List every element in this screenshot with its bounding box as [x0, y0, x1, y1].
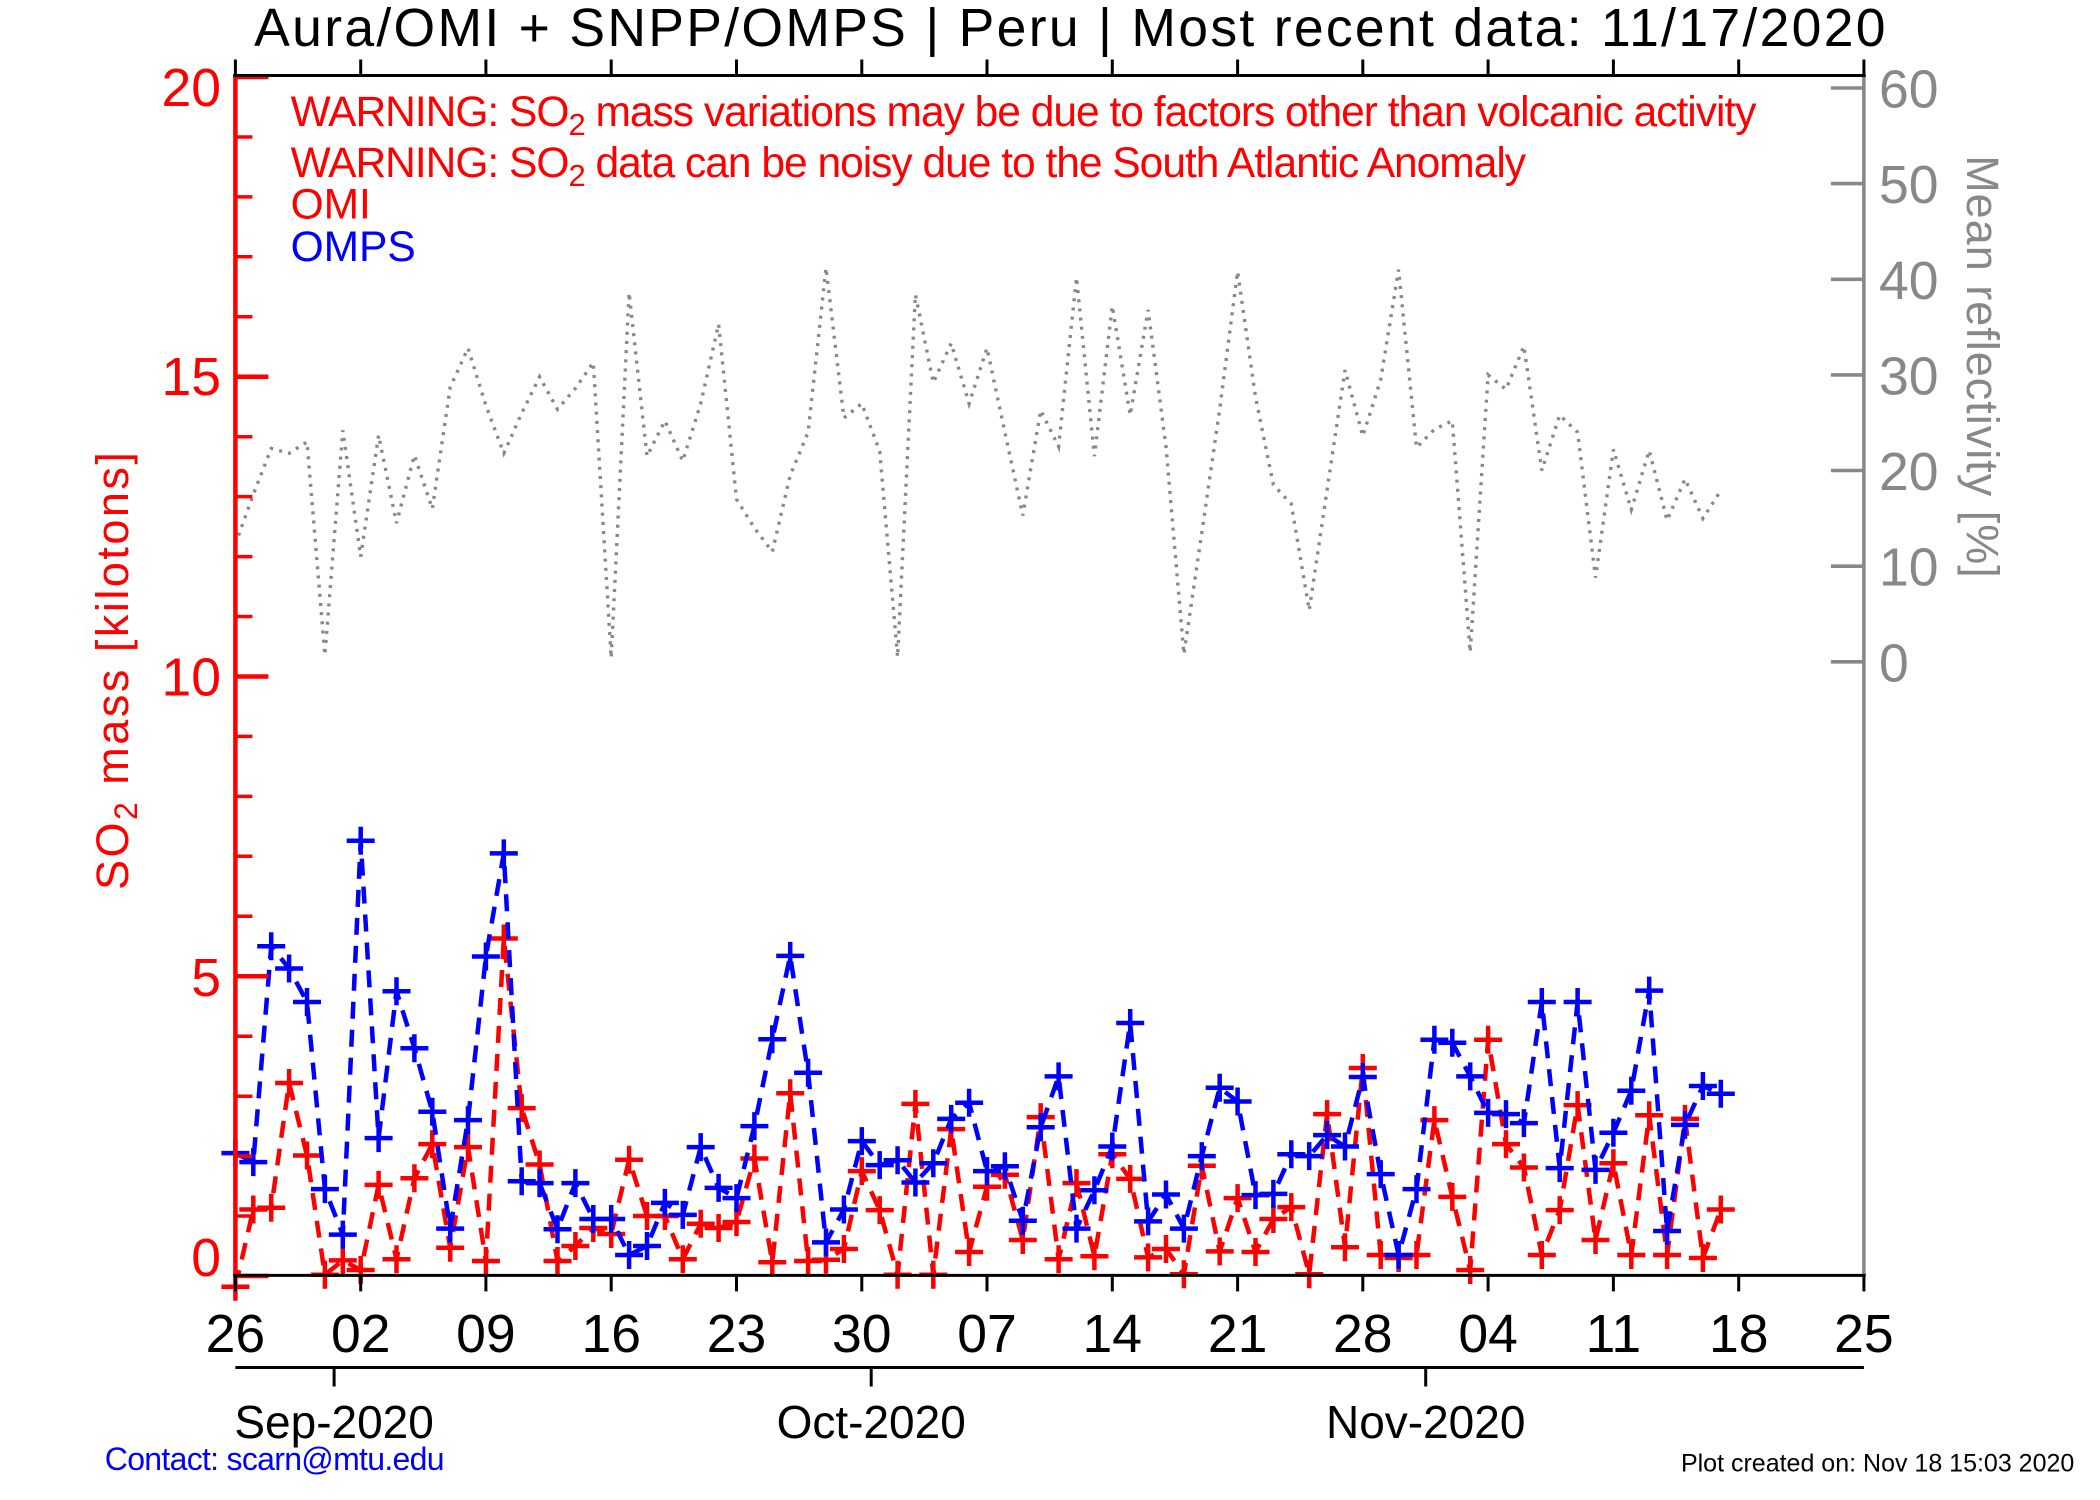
svg-text:25: 25: [1834, 1305, 1894, 1364]
svg-text:OMPS: OMPS: [291, 224, 416, 271]
svg-text:23: 23: [707, 1305, 767, 1364]
svg-text:11: 11: [1586, 1305, 1642, 1364]
svg-text:07: 07: [957, 1305, 1017, 1364]
svg-text:Oct-2020: Oct-2020: [777, 1396, 966, 1448]
svg-text:Plot created on: Nov 18 15:03: Plot created on: Nov 18 15:03 2020: [1681, 1449, 2074, 1477]
svg-text:Sep-2020: Sep-2020: [234, 1396, 434, 1448]
svg-text:Aura/OMI + SNPP/OMPS | Peru |: Aura/OMI + SNPP/OMPS | Peru | Most recen…: [254, 0, 1888, 58]
svg-text:10: 10: [1879, 539, 1939, 598]
svg-text:21: 21: [1208, 1305, 1268, 1364]
svg-text:OMI: OMI: [291, 182, 371, 229]
svg-text:WARNING: SO2 data can be noisy: WARNING: SO2 data can be noisy due to th…: [291, 140, 1527, 193]
svg-text:40: 40: [1879, 252, 1939, 311]
svg-text:50: 50: [1879, 156, 1939, 215]
svg-text:0: 0: [191, 1229, 221, 1288]
svg-text:16: 16: [581, 1305, 641, 1364]
svg-text:Mean reflectivity [%]: Mean reflectivity [%]: [1957, 155, 2008, 579]
svg-text:60: 60: [1879, 61, 1939, 120]
svg-text:30: 30: [1879, 347, 1939, 406]
svg-text:20: 20: [1879, 443, 1939, 502]
svg-text:5: 5: [191, 949, 221, 1008]
svg-text:Contact: scarn@mtu.edu: Contact: scarn@mtu.edu: [105, 1441, 444, 1477]
svg-text:WARNING: SO2 mass variations m: WARNING: SO2 mass variations may be due …: [291, 89, 1758, 142]
svg-text:20: 20: [161, 59, 221, 118]
svg-text:0: 0: [1879, 634, 1909, 693]
svg-text:04: 04: [1458, 1305, 1518, 1364]
svg-text:10: 10: [161, 648, 221, 707]
svg-text:30: 30: [832, 1305, 892, 1364]
svg-text:26: 26: [206, 1305, 266, 1364]
svg-text:09: 09: [456, 1305, 516, 1364]
svg-text:28: 28: [1333, 1305, 1393, 1364]
svg-text:18: 18: [1709, 1305, 1769, 1364]
svg-text:SO2 mass [kilotons]: SO2 mass [kilotons]: [87, 450, 144, 890]
svg-text:02: 02: [331, 1305, 391, 1364]
svg-text:15: 15: [161, 348, 221, 407]
svg-text:Nov-2020: Nov-2020: [1326, 1396, 1525, 1448]
svg-text:14: 14: [1083, 1305, 1143, 1364]
